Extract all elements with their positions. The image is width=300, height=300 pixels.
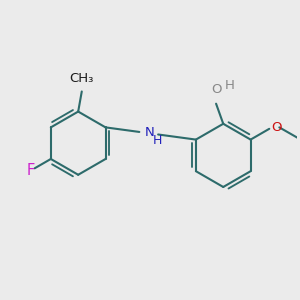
Text: O: O: [272, 121, 282, 134]
Text: F: F: [26, 163, 34, 178]
Text: O: O: [211, 83, 221, 97]
Text: H: H: [225, 79, 235, 92]
Text: N: N: [145, 126, 155, 139]
Text: CH₃: CH₃: [70, 72, 94, 85]
Text: H: H: [152, 134, 162, 147]
